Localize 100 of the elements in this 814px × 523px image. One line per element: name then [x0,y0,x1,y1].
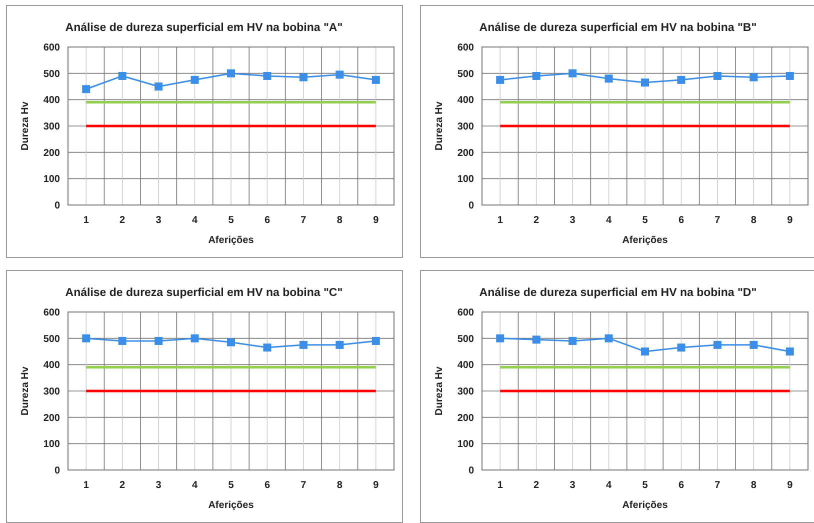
x-tick-label: 1 [497,215,504,226]
y-tick-label: 300 [457,122,474,132]
y-tick-label: 300 [457,386,474,398]
y-tick-label: 100 [43,174,60,186]
y-tick-label: 600 [457,308,474,318]
point [496,76,504,84]
point [677,344,686,352]
point [263,72,272,80]
x-tick-label: 7 [714,215,721,226]
y-tick-label: 400 [457,360,474,372]
x-tick-label: 7 [300,480,307,491]
y-tick-label: 500 [457,334,474,345]
x-tick-label: 4 [192,215,198,226]
point [532,72,540,80]
x-tick-label: 6 [264,480,270,491]
x-tick-label: 3 [156,480,162,491]
point [372,76,380,84]
x-tick-label: 9 [373,215,380,226]
x-tick-label: 2 [120,480,126,491]
point [532,336,540,344]
point [336,70,344,79]
y-tick-label: 300 [43,386,60,398]
x-tick-label: 8 [750,480,757,491]
x-tick-label: 4 [606,215,612,226]
x-tick-label: 3 [570,480,576,491]
x-tick-label: 9 [787,215,794,226]
chart-title: Análise de dureza superficial em HV na bobina "C" [65,287,343,299]
x-tick-label: 3 [570,215,576,226]
chart-title: Análise de dureza superficial em HV na bobina "A" [65,22,343,34]
x-tick-label: 2 [534,480,540,491]
y-tick-label: 400 [457,95,474,106]
y-tick-label: 0 [54,200,60,212]
y-tick-label: 0 [468,466,474,476]
point [568,69,577,78]
point [750,73,758,82]
y-tick-label: 500 [43,68,60,80]
chart-title: Análise de dureza superficial em HV na bobina "D" [479,287,757,299]
x-tick-label: 1 [497,480,504,491]
x-axis-title: Aferições [622,500,668,511]
y-tick-label: 0 [54,466,60,476]
x-tick-label: 7 [300,215,307,226]
x-tick-label: 5 [642,215,648,226]
y-tick-label: 0 [468,200,474,212]
x-tick-label: 5 [228,480,234,491]
point [118,72,126,80]
y-tick-label: 400 [43,95,60,106]
x-tick-label: 1 [83,480,90,491]
point [677,76,686,84]
x-tick-label: 8 [336,480,343,491]
point [82,85,90,94]
y-axis-title: Dureza Hv [20,366,31,416]
chart-title: Análise de dureza superficial em HV na bobina "B" [479,22,757,34]
point [604,334,613,342]
point [190,76,199,84]
y-tick-label: 100 [457,439,474,450]
x-tick-label: 4 [192,480,198,491]
point [82,334,90,342]
x-tick-label: 2 [120,215,126,226]
y-tick-label: 600 [457,42,474,54]
y-tick-label: 600 [43,308,60,318]
point [227,69,235,78]
y-tick-label: 200 [457,148,474,159]
x-axis-title: Aferições [208,235,254,246]
x-tick-label: 1 [83,215,90,226]
x-tick-label: 9 [787,480,794,491]
point [118,336,126,345]
x-tick-label: 3 [156,215,162,226]
y-axis-title: Dureza Hv [434,101,445,150]
y-tick-label: 200 [43,412,60,424]
x-tick-label: 5 [642,480,648,491]
y-tick-label: 100 [457,174,474,186]
point [299,340,308,349]
point [604,74,613,83]
point [750,340,758,349]
x-tick-label: 2 [534,215,540,226]
point [299,73,308,82]
point [786,348,794,356]
point [641,78,649,87]
y-tick-label: 300 [43,122,60,132]
point [336,340,344,349]
x-axis-title: Aferições [208,500,254,511]
point [263,344,272,352]
x-tick-label: 6 [678,480,684,491]
point [154,336,163,345]
y-tick-label: 200 [43,148,60,159]
y-tick-label: 500 [43,334,60,345]
x-tick-label: 9 [373,480,380,491]
y-tick-label: 200 [457,412,474,424]
x-tick-label: 6 [678,215,684,226]
y-axis-title: Dureza Hv [20,101,31,150]
point [568,336,577,345]
x-tick-label: 5 [228,215,234,226]
point [227,338,235,346]
x-tick-label: 7 [714,480,721,491]
point [641,348,649,356]
point [154,82,163,90]
point [372,336,380,345]
point [713,72,722,80]
point [713,340,722,349]
y-tick-label: 100 [43,439,60,450]
